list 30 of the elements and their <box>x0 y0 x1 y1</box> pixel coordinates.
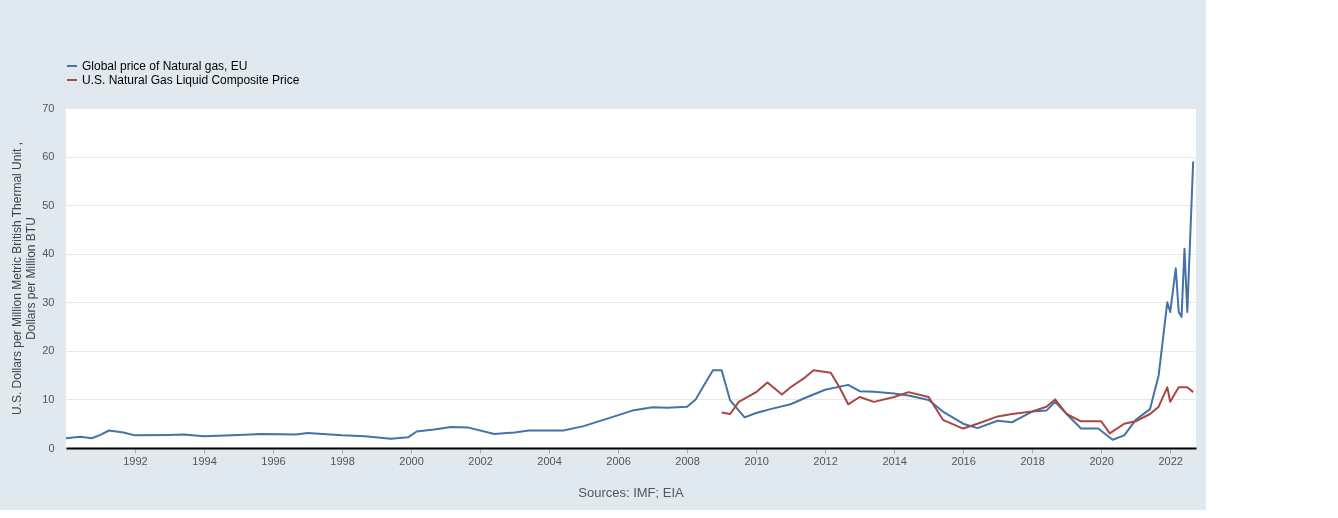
y-tick-label: 60 <box>42 150 55 163</box>
x-tick-label: 1996 <box>261 454 286 467</box>
y-tick-label: 40 <box>42 247 55 260</box>
x-tick-label: 1992 <box>123 454 148 467</box>
legend-label: Global price of Natural gas, EU <box>82 59 248 73</box>
line-series <box>720 369 1195 435</box>
legend-label: U.S. Natural Gas Liquid Composite Price <box>82 73 300 87</box>
x-tick-label: 2016 <box>951 454 976 467</box>
y-tick-label: 70 <box>42 101 55 114</box>
x-tick-label: 2018 <box>1020 454 1045 467</box>
y-tick-label: 50 <box>42 198 55 211</box>
y-tick-label: 30 <box>42 295 55 308</box>
x-tick-label: 2012 <box>813 454 838 467</box>
y-tick-label: 0 <box>48 441 55 454</box>
x-tick-label: 2000 <box>399 454 424 467</box>
line-series <box>65 160 1195 441</box>
x-tick-label: 2022 <box>1158 454 1183 467</box>
x-tick-label: 2006 <box>606 454 631 467</box>
x-tick-label: 1998 <box>330 454 355 467</box>
y-tick-label: 20 <box>42 344 55 357</box>
x-tick-label: 2008 <box>675 454 700 467</box>
x-tick-label: 1994 <box>192 454 217 467</box>
x-tick-label: 2010 <box>744 454 769 467</box>
x-tick-label: 2020 <box>1089 454 1114 467</box>
y-axis-title: U.S. Dollars per Million Metric British Thermal Unit , Dollars per Million BTU <box>10 141 39 416</box>
x-tick-label: 2002 <box>468 454 493 467</box>
x-tick-label: 2014 <box>882 454 907 467</box>
source-note: Sources: IMF; EIA <box>578 485 685 500</box>
y-tick-label: 10 <box>42 392 55 405</box>
x-tick-label: 2004 <box>537 454 562 467</box>
